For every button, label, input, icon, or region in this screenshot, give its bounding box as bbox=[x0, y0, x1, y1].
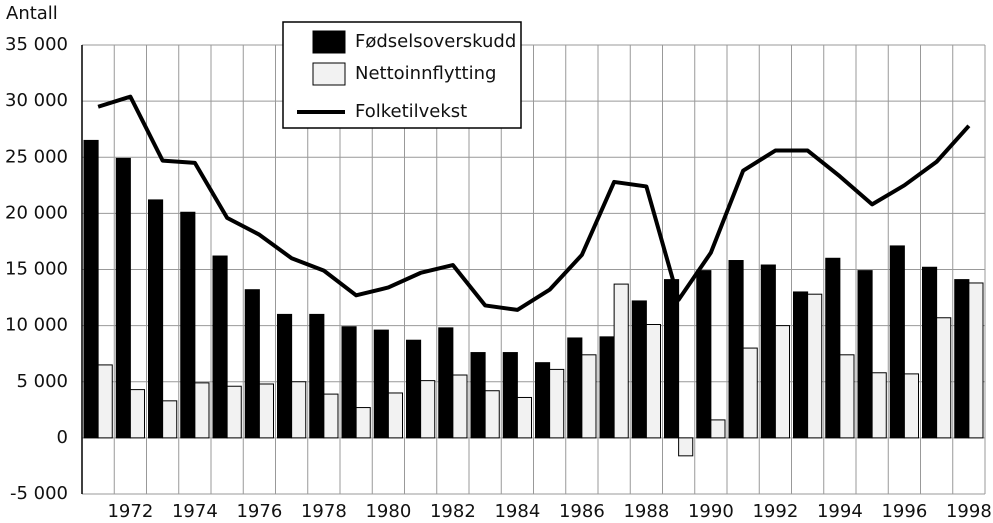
bar bbox=[728, 260, 744, 439]
bar bbox=[258, 383, 274, 439]
bar bbox=[871, 372, 887, 439]
bar bbox=[115, 157, 131, 439]
legend-label: Nettoinnflytting bbox=[355, 63, 496, 84]
bar bbox=[664, 279, 680, 439]
y-tick-label: 5 000 bbox=[16, 371, 68, 392]
x-tick-label: 1994 bbox=[817, 501, 863, 522]
bar bbox=[373, 329, 389, 439]
bar bbox=[129, 389, 145, 439]
bar bbox=[954, 279, 970, 439]
bar bbox=[516, 396, 532, 439]
x-tick-label: 1972 bbox=[107, 501, 153, 522]
bar bbox=[420, 380, 436, 439]
legend-swatch bbox=[312, 30, 346, 54]
bar bbox=[244, 289, 260, 439]
bar bbox=[406, 339, 422, 439]
bar bbox=[710, 419, 726, 439]
bar bbox=[277, 313, 293, 439]
bar bbox=[631, 300, 647, 439]
bar bbox=[807, 293, 823, 439]
legend-swatch bbox=[312, 62, 346, 86]
bar bbox=[452, 374, 468, 439]
bar bbox=[97, 364, 113, 439]
bar bbox=[613, 283, 629, 439]
x-tick-label: 1996 bbox=[881, 501, 927, 522]
bar bbox=[309, 313, 325, 439]
bar bbox=[760, 264, 776, 439]
bar bbox=[599, 336, 615, 439]
bar bbox=[355, 407, 371, 439]
bar bbox=[212, 255, 228, 439]
bar bbox=[291, 381, 307, 439]
x-tick-label: 1992 bbox=[752, 501, 798, 522]
bar bbox=[180, 211, 196, 439]
y-axis-label: Antall bbox=[6, 3, 58, 24]
bar bbox=[567, 337, 583, 439]
bar bbox=[502, 352, 518, 439]
line bbox=[97, 94, 971, 312]
bar bbox=[148, 199, 164, 439]
bar bbox=[484, 390, 500, 439]
bar bbox=[968, 282, 984, 439]
bar bbox=[903, 373, 919, 439]
legend-label: Fødselsoverskudd bbox=[355, 31, 516, 52]
x-tick-label: 1988 bbox=[623, 501, 669, 522]
x-tick-label: 1978 bbox=[301, 501, 347, 522]
bar bbox=[535, 362, 551, 439]
bar bbox=[922, 266, 938, 439]
bar bbox=[793, 291, 809, 439]
x-tick-label: 1984 bbox=[494, 501, 540, 522]
bar bbox=[470, 352, 486, 439]
bar bbox=[581, 354, 597, 439]
bar bbox=[387, 392, 403, 439]
x-tick-label: 1998 bbox=[946, 501, 992, 522]
bar bbox=[194, 382, 210, 439]
bar bbox=[162, 400, 178, 439]
bar bbox=[742, 347, 758, 439]
x-tick-label: 1982 bbox=[430, 501, 476, 522]
x-tick-label: 1980 bbox=[365, 501, 411, 522]
bar bbox=[323, 393, 339, 439]
legend-label: Folketilvekst bbox=[355, 101, 467, 122]
y-tick-label: 20 000 bbox=[5, 202, 68, 223]
bar bbox=[645, 324, 661, 439]
bar bbox=[438, 327, 454, 439]
bar bbox=[825, 257, 841, 439]
bar bbox=[226, 385, 242, 439]
x-tick-label: 1974 bbox=[172, 501, 218, 522]
bar bbox=[857, 270, 873, 439]
x-tick-label: 1990 bbox=[688, 501, 734, 522]
y-tick-label: -5 000 bbox=[10, 483, 68, 504]
y-tick-label: 15 000 bbox=[5, 259, 68, 280]
y-tick-label: 10 000 bbox=[5, 315, 68, 336]
y-tick-label: 30 000 bbox=[5, 90, 68, 111]
bar bbox=[341, 326, 357, 439]
bar bbox=[549, 368, 565, 439]
bar bbox=[889, 245, 905, 439]
bar bbox=[696, 270, 712, 439]
x-tick-label: 1976 bbox=[236, 501, 282, 522]
bar bbox=[83, 139, 99, 439]
bar bbox=[678, 437, 694, 457]
y-tick-label: 35 000 bbox=[5, 34, 68, 55]
y-tick-label: 25 000 bbox=[5, 146, 68, 167]
y-tick-label: 0 bbox=[57, 427, 68, 448]
bar bbox=[774, 325, 790, 439]
bar bbox=[936, 317, 952, 439]
bar bbox=[839, 354, 855, 439]
x-tick-label: 1986 bbox=[559, 501, 605, 522]
